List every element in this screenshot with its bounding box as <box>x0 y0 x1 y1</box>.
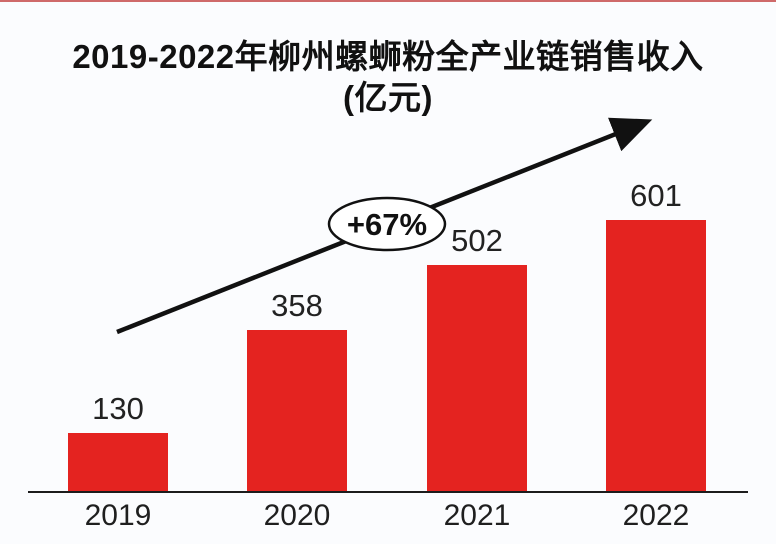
x-tick-label-2022: 2022 <box>622 499 690 532</box>
bar-value-label-2022: 601 <box>630 178 682 213</box>
bar-value-label-2021: 502 <box>451 223 503 258</box>
chart-title-block: 2019-2022年柳州螺蛳粉全产业链销售收入 (亿元) <box>0 36 776 118</box>
chart-subtitle: (亿元) <box>343 79 433 116</box>
x-axis-line <box>28 491 748 493</box>
bar-2021 <box>427 265 527 492</box>
bar-value-label-2019: 130 <box>92 391 144 426</box>
bar-2020 <box>247 330 347 492</box>
bar-value-label-2020: 358 <box>271 288 323 323</box>
x-tick-label-2020: 2020 <box>263 499 331 532</box>
x-tick-label-2019: 2019 <box>84 499 152 532</box>
growth-annotation-label: +67% <box>347 207 427 242</box>
x-tick-label-2021: 2021 <box>443 499 511 532</box>
bar-2019 <box>68 433 168 492</box>
chart-title: 2019-2022年柳州螺蛳粉全产业链销售收入 <box>72 38 704 75</box>
bar-2022 <box>606 220 706 492</box>
trend-arrow <box>116 117 653 335</box>
